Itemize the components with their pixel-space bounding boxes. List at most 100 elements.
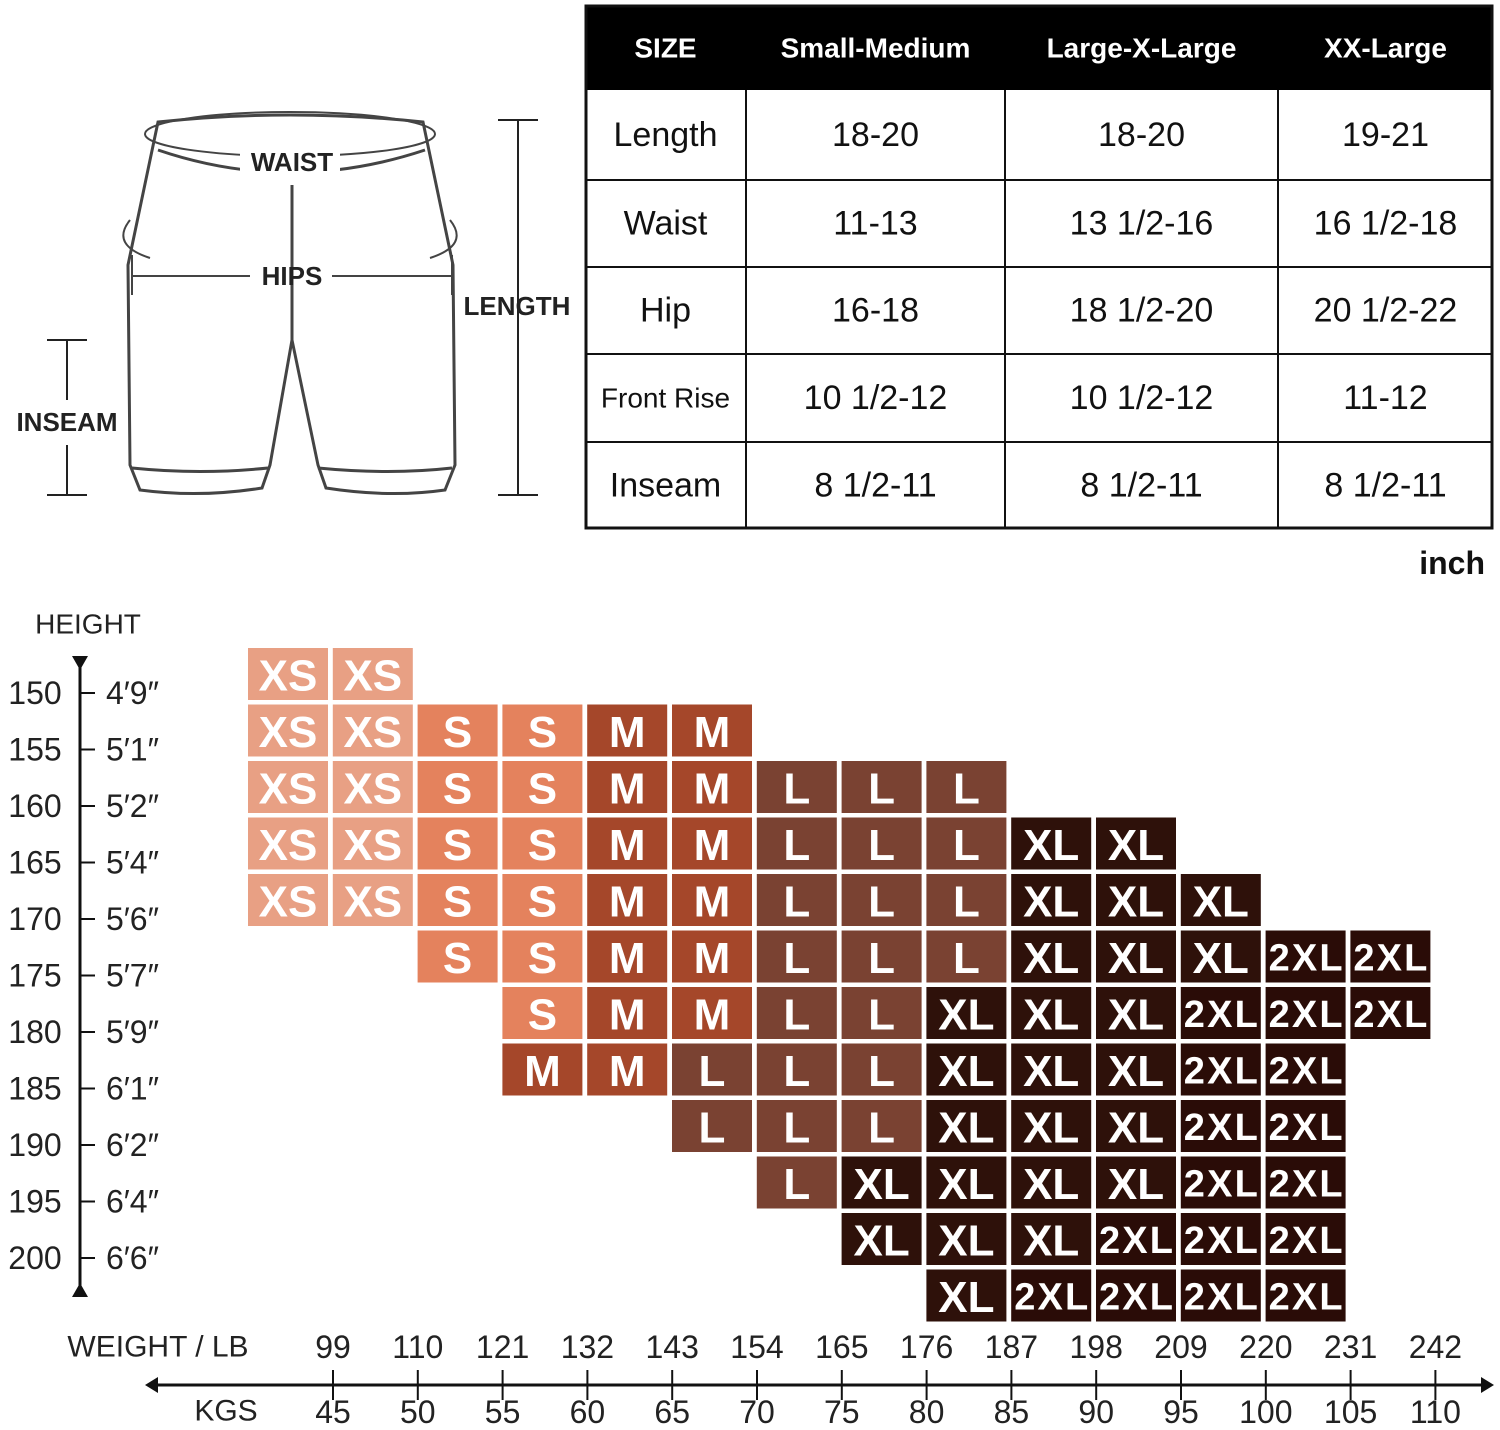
size-cell-label: L [868, 765, 895, 814]
size-cell [672, 1043, 752, 1096]
weight-lb-label: 154 [730, 1329, 783, 1365]
table-row-label: Length [614, 116, 718, 154]
size-cell-label: XL [1023, 934, 1079, 983]
size-cell [841, 874, 922, 926]
weight-kg-label: 95 [1163, 1394, 1199, 1430]
height-cm-label: 185 [8, 1071, 61, 1107]
size-cell-label: M [609, 765, 646, 814]
table-cell: 11-13 [833, 205, 917, 243]
size-cell-label: 2XL [1269, 1277, 1343, 1319]
size-cell-label: XL [1023, 1217, 1079, 1266]
size-cell [1011, 1100, 1092, 1152]
size-cell [417, 874, 498, 926]
size-cell-label: M [609, 821, 646, 870]
size-cell [1096, 1100, 1176, 1152]
size-cell [1350, 930, 1431, 983]
height-cm-label: 160 [8, 788, 61, 824]
size-cell [1180, 987, 1261, 1039]
size-cell-label: S [528, 878, 557, 927]
size-cell [502, 1043, 583, 1096]
size-cell [756, 874, 837, 926]
size-cell-label: M [609, 878, 646, 927]
table-header-cell: SIZE [634, 33, 696, 64]
size-cell-label: M [694, 991, 731, 1040]
height-ft-label: 6′2″ [106, 1127, 159, 1163]
size-cell [1350, 987, 1431, 1039]
size-cell [248, 874, 328, 926]
size-cell [587, 987, 668, 1039]
size-cell [841, 1043, 922, 1096]
size-cell-label: L [953, 821, 980, 870]
size-cell [1011, 1269, 1092, 1322]
size-cell-label: XL [1023, 1104, 1079, 1153]
size-cell [587, 704, 668, 757]
size-cell-label: XL [1023, 1160, 1079, 1209]
size-cell [756, 817, 837, 870]
size-cell-label: 2XL [1184, 1220, 1258, 1262]
size-cell [1265, 987, 1346, 1039]
size-cell [1265, 1269, 1346, 1322]
weight-kg-label: 75 [824, 1394, 860, 1430]
size-cell-label: S [528, 708, 557, 757]
size-cell [926, 1269, 1007, 1322]
size-cell-label: L [783, 934, 810, 983]
size-cell-label: XL [853, 1160, 909, 1209]
size-cell [756, 930, 837, 983]
size-cell [672, 761, 752, 813]
size-cell-label: XS [259, 878, 318, 927]
size-cell [672, 987, 752, 1039]
height-ft-label: 4′9″ [106, 675, 159, 711]
size-cell [672, 817, 752, 870]
size-cell-label: L [783, 1104, 810, 1153]
table-cell: 8 1/2-11 [1324, 467, 1446, 505]
size-cell-label: S [443, 934, 472, 983]
size-cell [332, 817, 413, 870]
size-cell [672, 874, 752, 926]
size-cell [1011, 874, 1092, 926]
height-ft-label: 5′1″ [106, 732, 159, 768]
size-cell [587, 761, 668, 813]
size-table: SIZE Small-Medium Large-X-Large XX-Large Len… [584, 4, 1494, 530]
size-cell-label: XL [938, 1217, 994, 1266]
weight-lb-label: 176 [900, 1329, 953, 1365]
size-cell [672, 1100, 752, 1152]
size-cell [1265, 930, 1346, 983]
size-cell-label: L [868, 821, 895, 870]
size-cell-label: XS [343, 765, 402, 814]
size-cell [756, 1156, 837, 1209]
table-cell: 20 1/2-22 [1314, 292, 1458, 330]
height-ft-label: 5′2″ [106, 788, 159, 824]
size-cell [841, 817, 922, 870]
height-cm-label: 200 [8, 1240, 61, 1276]
size-cell [1180, 1043, 1261, 1096]
size-cell [756, 987, 837, 1039]
size-cell-label: XL [938, 991, 994, 1040]
height-ft-label: 6′4″ [106, 1184, 159, 1220]
size-cell [1011, 1156, 1092, 1209]
size-cell-label: L [868, 934, 895, 983]
size-cell-label: L [868, 878, 895, 927]
height-cm-label: 150 [8, 675, 61, 711]
size-cell [1265, 1213, 1346, 1265]
size-cell [841, 1156, 922, 1209]
height-ft-label: 5′9″ [106, 1014, 159, 1050]
height-cm-label: 155 [8, 732, 61, 768]
weight-kg-label: 85 [994, 1394, 1030, 1430]
size-cell-label: 2XL [1269, 994, 1343, 1036]
size-cell-label: XL [1108, 1160, 1164, 1209]
size-cell [841, 1213, 922, 1265]
size-cell [587, 930, 668, 983]
size-cell-label: XL [1108, 1047, 1164, 1096]
size-cell-label: L [783, 1160, 810, 1209]
weight-lb-label: 198 [1070, 1329, 1123, 1365]
size-cell [587, 1043, 668, 1096]
size-cell-label: L [868, 991, 895, 1040]
waist-label: WAIST [251, 147, 333, 177]
size-cell [1096, 1043, 1176, 1096]
size-cell [1011, 1213, 1092, 1265]
table-cell: 13 1/2-16 [1070, 205, 1214, 243]
height-ft-label: 6′6″ [106, 1240, 159, 1276]
size-cell-label: L [699, 1104, 726, 1153]
size-cell-label: 2XL [1184, 994, 1258, 1036]
